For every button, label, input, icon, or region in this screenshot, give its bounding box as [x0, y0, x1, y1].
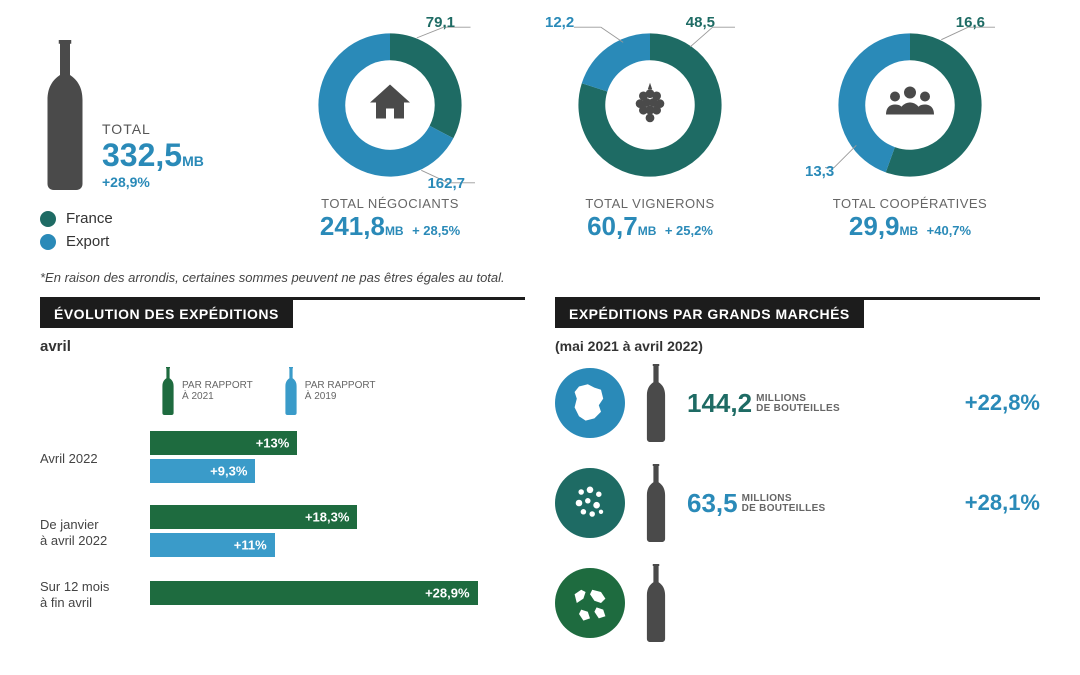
market-row-europe: 63,5MILLIONSDE BOUTEILLES +28,1% [555, 464, 1040, 542]
market-circle-europe [555, 468, 625, 538]
markets-list: 144,2MILLIONSDE BOUTEILLES +22,8% 63,5MI… [555, 364, 1040, 642]
market-change-france: +22,8% [940, 390, 1040, 416]
bottle-icon [643, 364, 669, 442]
markets-period: (mai 2021 à avril 2022) [555, 338, 1040, 354]
bar-legend: PAR RAPPORTÀ 2021 PAR RAPPORTÀ 2019 [160, 367, 525, 415]
total-unit: MB [182, 153, 204, 169]
donut-1-export-value: 12,2 [545, 14, 574, 31]
bar-1-2021: +18,3% [150, 505, 357, 529]
bar-legend-2019: PAR RAPPORTÀ 2019 [283, 367, 376, 415]
donut-1-france-value: 48,5 [686, 14, 715, 31]
house-icon [366, 79, 414, 132]
bar-group-2: Sur 12 moisà fin avril +28,9% [40, 579, 525, 610]
bar-0-2019: +9,3% [150, 459, 255, 483]
markets-header: EXPÉDITIONS PAR GRANDS MARCHÉS [555, 300, 864, 328]
legend-export: Export [40, 233, 260, 250]
bar-label-2: Sur 12 moisà fin avril [40, 579, 150, 610]
donut-2-value-line: 29,9MB +40,7% [785, 211, 1035, 242]
total-block: TOTAL 332,5MB +28,9% France Export [40, 20, 260, 256]
donut-0-france-value: 79,1 [426, 14, 455, 31]
market-text-europe: 63,5MILLIONSDE BOUTEILLES [687, 488, 922, 519]
bar-legend-2021: PAR RAPPORTÀ 2021 [160, 367, 253, 415]
total-change: +28,9% [102, 174, 204, 190]
footnote: *En raison des arrondis, certaines somme… [0, 266, 1080, 297]
donut-1-title: TOTAL VIGNERONS [525, 196, 775, 211]
bars-area: Avril 2022 +13% +9,3% De janvierà avril … [40, 431, 525, 610]
legend-france-label: France [66, 210, 113, 227]
donut-0-export-value: 162,7 [427, 175, 465, 192]
markets-column: EXPÉDITIONS PAR GRANDS MARCHÉS (mai 2021… [555, 297, 1040, 664]
donut-2: 16,6 13,3 TOTAL COOPÉRATIVES 29,9MB +40,… [785, 20, 1035, 242]
donut-1: 48,5 12,2 TOTAL VIGNERONS 60,7MB + 25,2% [525, 20, 775, 242]
legend-dot-export [40, 234, 56, 250]
bar-legend-2019-text: PAR RAPPORTÀ 2019 [305, 380, 376, 402]
bar-group-1: De janvierà avril 2022 +18,3% +11% [40, 505, 525, 561]
market-text-france: 144,2MILLIONSDE BOUTEILLES [687, 388, 922, 419]
market-circle-world [555, 568, 625, 638]
donut-0-title: TOTAL NÉGOCIANTS [265, 196, 515, 211]
donut-2-france-value: 16,6 [956, 14, 985, 31]
donut-1-value-line: 60,7MB + 25,2% [525, 211, 775, 242]
total-label: TOTAL [102, 121, 204, 137]
market-row-world [555, 564, 1040, 642]
donuts-row: 79,1 162,7 TOTAL NÉGOCIANTS 241,8MB + 28… [260, 20, 1040, 242]
donut-2-title: TOTAL COOPÉRATIVES [785, 196, 1035, 211]
bar-legend-2021-text: PAR RAPPORTÀ 2021 [182, 380, 253, 402]
bar-label-1: De janvierà avril 2022 [40, 517, 150, 548]
evolution-subtitle: avril [40, 338, 525, 355]
people-icon [885, 83, 935, 128]
evolution-header: ÉVOLUTION DES EXPÉDITIONS [40, 300, 293, 328]
bottle-icon [643, 564, 669, 642]
evolution-column: ÉVOLUTION DES EXPÉDITIONS avril PAR RAPP… [40, 297, 525, 664]
donut-0-value-line: 241,8MB + 28,5% [265, 211, 515, 242]
bar-group-0: Avril 2022 +13% +9,3% [40, 431, 525, 487]
bottle-icon [40, 40, 90, 190]
bar-2-2021: +28,9% [150, 581, 478, 605]
legend: France Export [40, 210, 260, 250]
market-row-france: 144,2MILLIONSDE BOUTEILLES +22,8% [555, 364, 1040, 442]
bar-0-2021: +13% [150, 431, 297, 455]
legend-dot-france [40, 211, 56, 227]
legend-export-label: Export [66, 233, 109, 250]
market-circle-france [555, 368, 625, 438]
market-change-europe: +28,1% [940, 490, 1040, 516]
total-value: 332,5 [102, 137, 182, 173]
donut-2-export-value: 13,3 [805, 163, 834, 180]
grapes-icon [628, 81, 672, 130]
bar-label-0: Avril 2022 [40, 451, 150, 467]
legend-france: France [40, 210, 260, 227]
bottle-icon [643, 464, 669, 542]
donut-0: 79,1 162,7 TOTAL NÉGOCIANTS 241,8MB + 28… [265, 20, 515, 242]
total-value-line: 332,5MB [102, 137, 204, 174]
bar-1-2019: +11% [150, 533, 275, 557]
